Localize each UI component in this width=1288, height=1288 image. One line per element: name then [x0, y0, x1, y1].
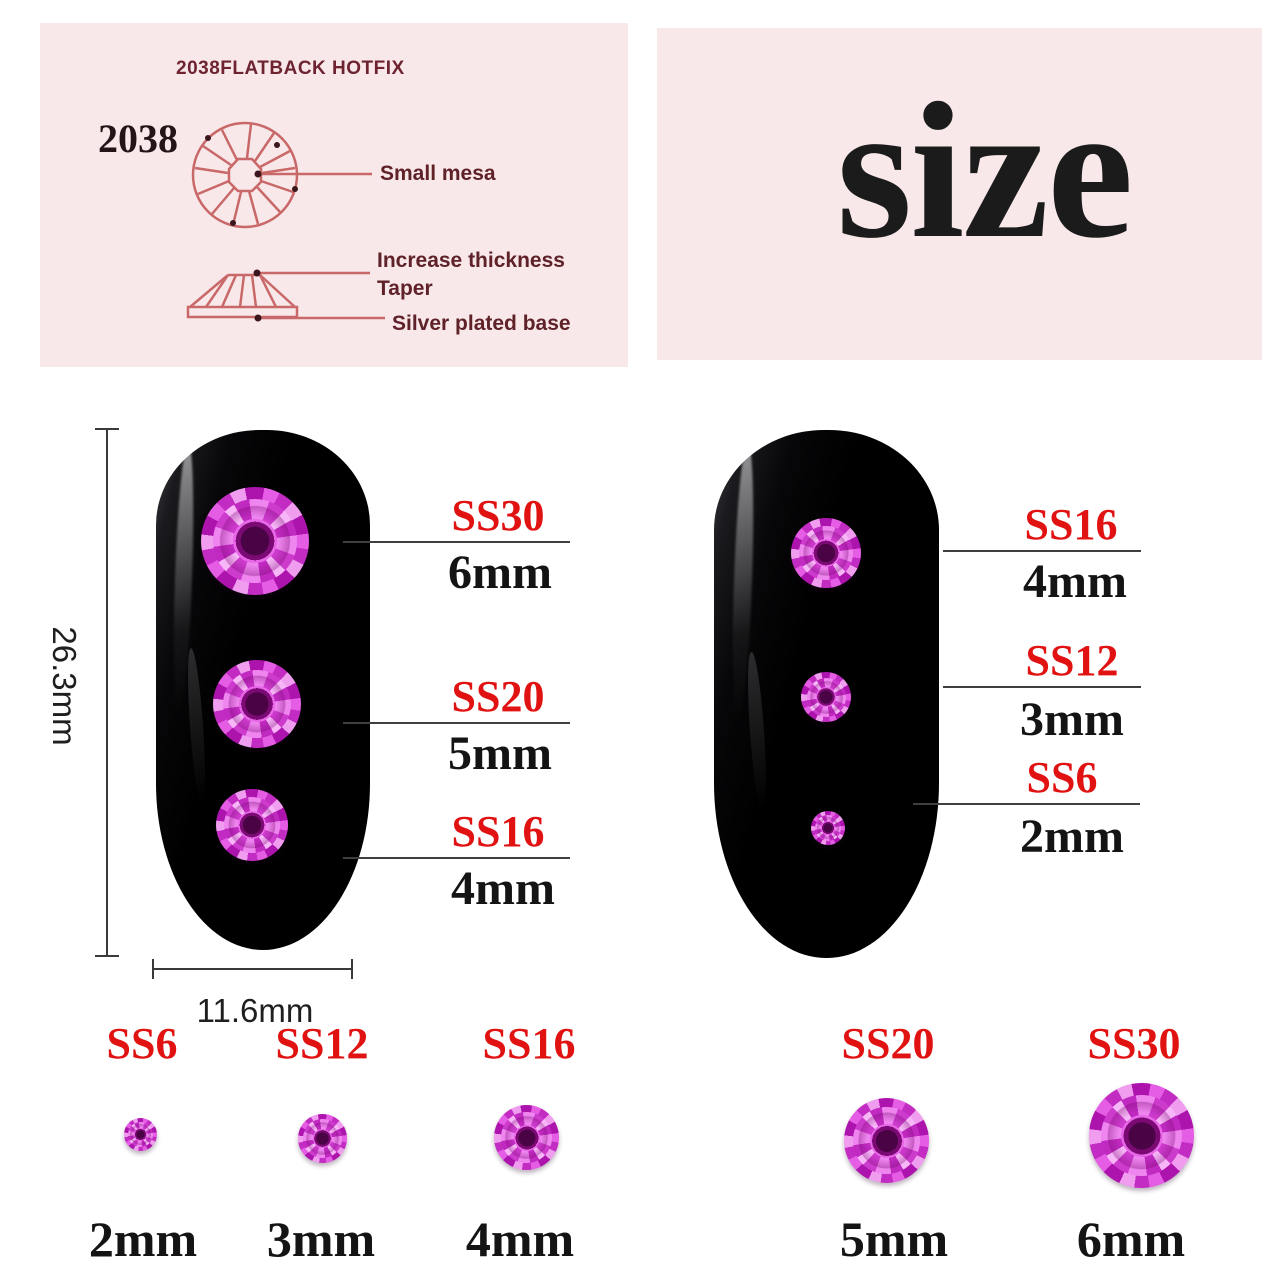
- label-silver-plated-base: Silver plated base: [392, 312, 571, 335]
- row-ss-code: SS12: [275, 1019, 369, 1068]
- gem-ss6: [124, 1118, 157, 1151]
- callout-ss-code: SS16: [451, 806, 545, 856]
- gem-ss16: [494, 1105, 559, 1170]
- height-dimension-line: [106, 429, 108, 957]
- callout-mm-size: 6mm: [448, 546, 552, 599]
- gem-ss20-on-nail: [213, 660, 301, 748]
- rhinestone-structure-diagram: [186, 121, 385, 322]
- callout-mm-size: 4mm: [1023, 555, 1127, 608]
- callout-ss-code: SS30: [451, 490, 545, 540]
- gem-ss12: [298, 1114, 347, 1163]
- row-mm-size: 5mm: [839, 1211, 949, 1267]
- callout-line: [343, 541, 570, 543]
- size-title: size: [836, 63, 1133, 279]
- gem-ss16-on-nail: [216, 789, 288, 861]
- callout-ss-code: SS20: [451, 671, 545, 721]
- label-small-mesa: Small mesa: [380, 162, 496, 185]
- model-number: 2038: [98, 116, 178, 161]
- height-dimension-cap-bottom: [95, 955, 119, 957]
- callout-line: [943, 686, 1141, 688]
- top-view-spokes: [194, 123, 296, 226]
- label-taper: Taper: [377, 277, 433, 300]
- row-mm-size: 4mm: [465, 1211, 575, 1267]
- row-ss-code: SS30: [1087, 1019, 1181, 1068]
- spec-panel: 2038FLATBACK HOTFIX 2038: [40, 23, 628, 367]
- row-mm-size: 3mm: [266, 1211, 376, 1267]
- nail-height-value: 26.3mm: [46, 626, 83, 746]
- side-view: [186, 273, 299, 319]
- label-increase-thickness: Increase thickness: [377, 249, 565, 272]
- callout-mm-size: 2mm: [1020, 810, 1124, 863]
- gem-ss20: [844, 1098, 929, 1183]
- width-dimension-tick-left: [152, 959, 154, 979]
- row-ss-code: SS6: [106, 1019, 178, 1068]
- size-title-panel: size: [657, 28, 1262, 360]
- diagram-dots: [205, 135, 298, 322]
- nail-width-value: 11.6mm: [196, 992, 314, 1029]
- gem-ss30: [1089, 1083, 1194, 1188]
- gem-ss6-on-nail: [811, 811, 845, 845]
- row-mm-size: 2mm: [88, 1211, 198, 1267]
- callout-line: [943, 550, 1141, 552]
- height-dimension-cap-top: [95, 428, 119, 430]
- width-dimension-line: [153, 968, 353, 970]
- callout-ss-code: SS6: [1026, 752, 1098, 802]
- callout-line: [343, 857, 570, 859]
- gem-ss16-on-nail: [791, 518, 861, 588]
- row-ss-code: SS20: [841, 1019, 935, 1068]
- callout-mm-size: 4mm: [451, 862, 555, 915]
- spec-panel-header: 2038FLATBACK HOTFIX: [176, 58, 405, 79]
- callout-ss-code: SS16: [1024, 499, 1118, 549]
- callout-mm-size: 5mm: [448, 727, 552, 780]
- callout-line: [913, 803, 1140, 805]
- row-mm-size: 6mm: [1076, 1211, 1186, 1267]
- row-ss-code: SS16: [482, 1019, 576, 1068]
- callout-ss-code: SS12: [1025, 635, 1119, 685]
- callout-mm-size: 3mm: [1020, 693, 1124, 746]
- gem-ss12-on-nail: [801, 672, 851, 722]
- callout-line: [343, 722, 570, 724]
- width-dimension-tick-right: [351, 959, 353, 979]
- gem-ss30-on-nail: [201, 487, 309, 595]
